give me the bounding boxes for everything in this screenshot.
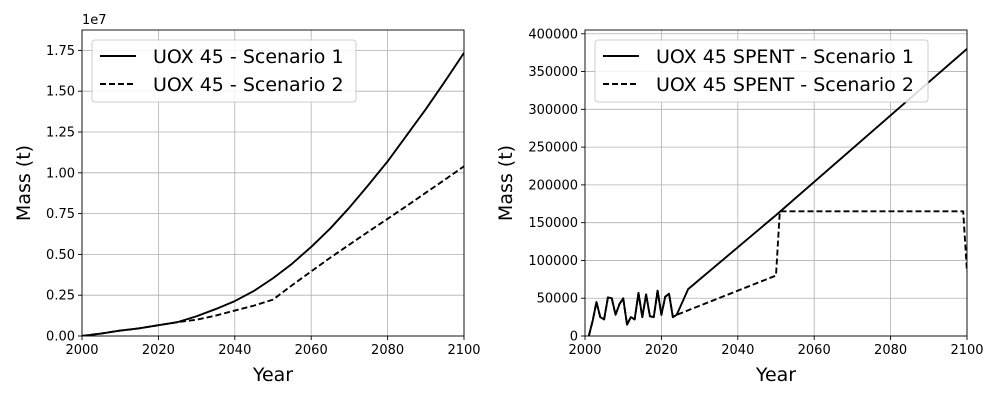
x-tick-label: 2000 [65, 343, 98, 358]
x-tick-label: 2040 [218, 343, 251, 358]
series-line-2 [82, 165, 464, 336]
y-tick-label: 300000 [528, 103, 578, 118]
x-tick-label: 2020 [645, 343, 678, 358]
legend-label-2: UOX 45 - Scenario 2 [153, 74, 344, 96]
y-tick-label: 200000 [528, 178, 578, 193]
y-tick-label: 1.50 [46, 85, 75, 100]
y-axis-title: Mass (t) [495, 145, 517, 221]
legend-label-1: UOX 45 SPENT - Scenario 1 [656, 46, 914, 68]
y-tick-label: 1.00 [46, 166, 75, 181]
chart-right: 2000 2020 2040 2060 2080 2100 0 50000 100000 1500… [495, 27, 984, 386]
x-tick-label: 2080 [371, 343, 404, 358]
y-offset-label: 1e7 [82, 13, 107, 28]
legend: UOX 45 SPENT - Scenario 1 UOX 45 SPENT - … [594, 39, 929, 103]
legend-box [91, 39, 357, 103]
x-tick-label: 2080 [874, 343, 907, 358]
axes-frame [584, 29, 968, 337]
y-tick-label: 0.50 [46, 248, 75, 263]
x-tick-label: 2100 [950, 343, 983, 358]
x-tick-label: 2060 [295, 343, 328, 358]
y-tick-label: 1.75 [46, 44, 75, 59]
x-tick-label: 2040 [721, 343, 754, 358]
series-line-2 [587, 210, 967, 336]
y-tick-label: 0.25 [46, 289, 75, 304]
y-tick-label: 400000 [528, 27, 578, 42]
y-tick-label: 100000 [528, 254, 578, 269]
y-tick-label: 350000 [528, 65, 578, 80]
legend-label-1: UOX 45 - Scenario 1 [153, 46, 344, 68]
y-axis-title: Mass (t) [13, 145, 35, 221]
axes-frame [81, 29, 465, 337]
y-tick-label: 250000 [528, 141, 578, 156]
chart-left: 2000 2020 2040 2060 2080 2100 0.00 0.25 0.50 0.75… [13, 13, 481, 386]
x-axis-title: Year [755, 364, 796, 386]
x-tick-label: 2000 [568, 343, 601, 358]
y-tick-label: 0.75 [46, 207, 75, 222]
x-axis-title: Year [252, 364, 293, 386]
y-tick-label: 0 [570, 330, 578, 345]
legend: UOX 45 - Scenario 1 UOX 45 - Scenario 2 [91, 39, 357, 103]
y-tick-label: 0.00 [46, 330, 75, 345]
x-tick-label: 2020 [142, 343, 175, 358]
y-tick-label: 150000 [528, 216, 578, 231]
y-tick-label: 50000 [537, 292, 578, 307]
legend-label-2: UOX 45 SPENT - Scenario 2 [656, 74, 914, 96]
legend-box [594, 39, 929, 103]
x-tick-label: 2100 [447, 343, 480, 358]
y-tick-label: 1.25 [46, 126, 75, 141]
x-tick-label: 2060 [798, 343, 831, 358]
